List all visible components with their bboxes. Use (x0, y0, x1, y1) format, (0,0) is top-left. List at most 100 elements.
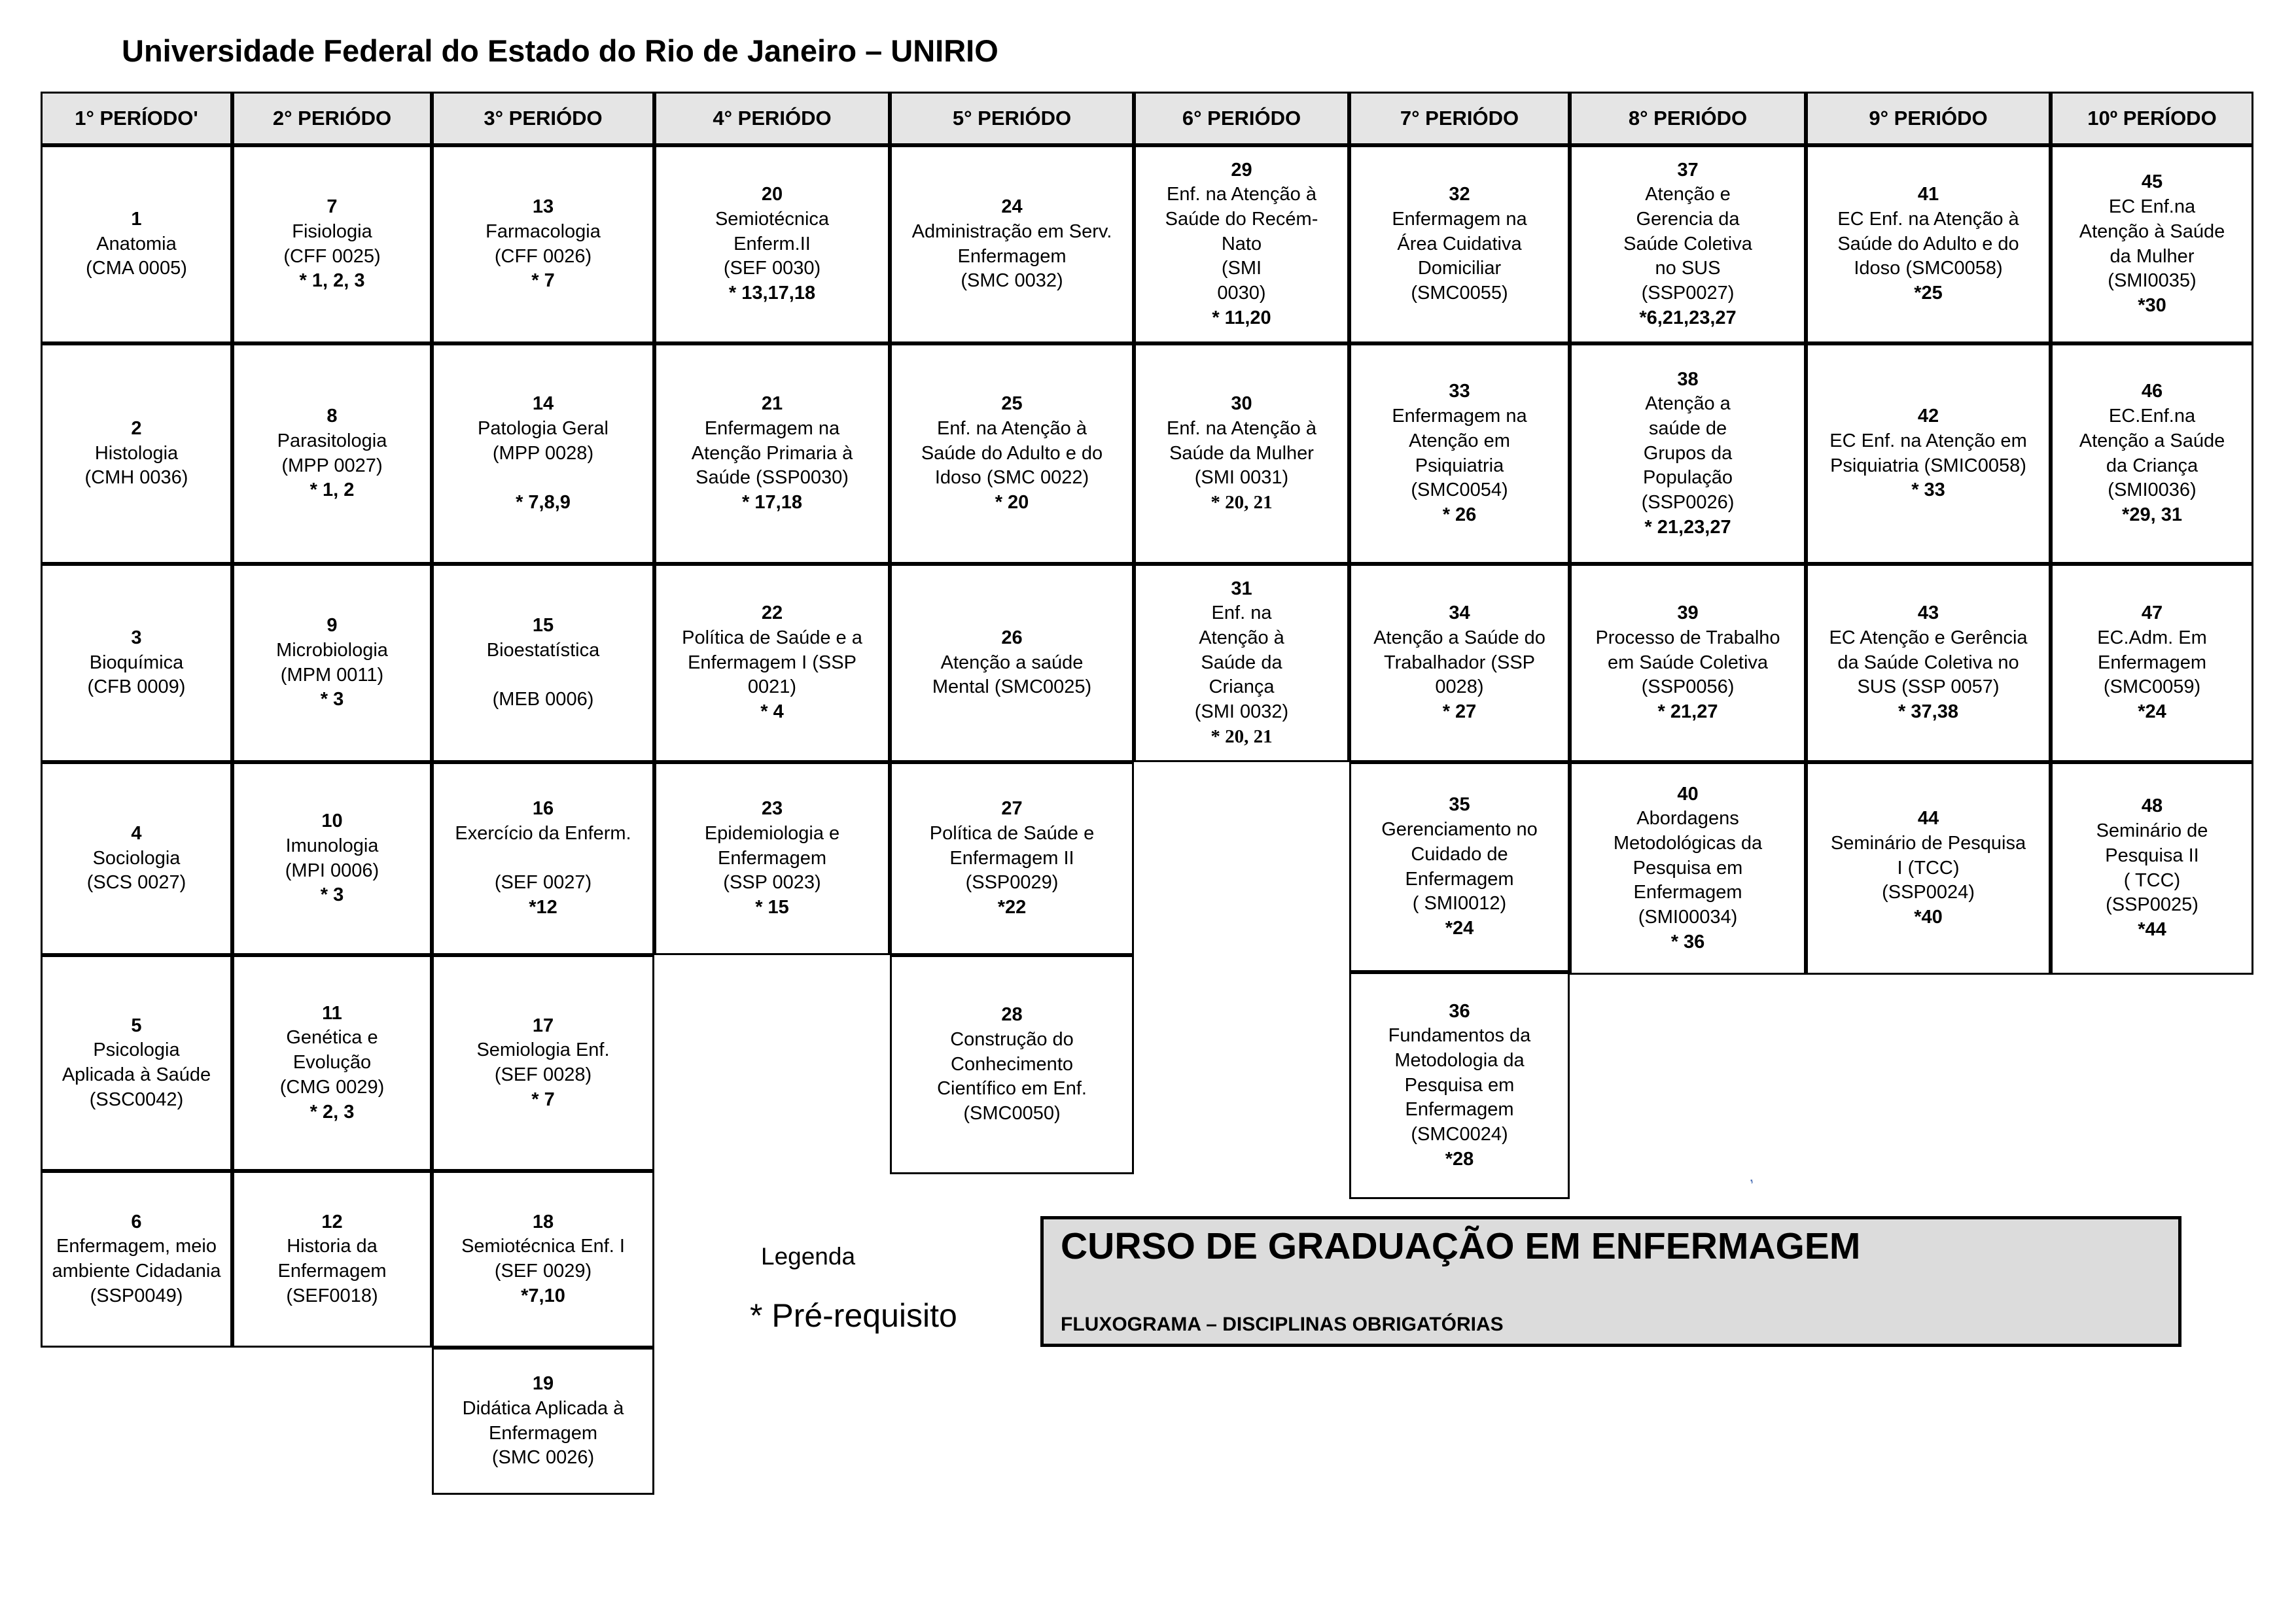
course-line: (SMC 0032) (961, 270, 1063, 292)
course-cell-34: 34 Atenção a Saúde do Trabalhador (SSP 0028… (1349, 564, 1570, 762)
course-line: Enfermagem, meio (56, 1236, 217, 1257)
course-number: 34 (1449, 602, 1470, 624)
course-prerequisite: * 3 (320, 689, 344, 710)
course-line: Semiologia Enf. (476, 1039, 610, 1061)
course-line: Pesquisa em (1404, 1074, 1515, 1096)
course-line: (SMI0036) (2108, 480, 2197, 501)
course-line: Evolução (292, 1052, 372, 1073)
course-line: (SSP0027) (1641, 283, 1735, 304)
course-line: Mental (SMC0025) (932, 676, 1092, 698)
course-cell-26: 26 Atenção a saúde Mental (SMC0025) (890, 564, 1134, 762)
course-number: 2 (131, 417, 142, 439)
course-prerequisite: *6,21,23,27 (1639, 307, 1737, 328)
course-line: Enfermagem na (1392, 208, 1527, 230)
course-prerequisite: * 20, 21 (1210, 492, 1273, 514)
course-cell-18: 18 Semiotécnica Enf. I (SEF 0029) *7,10 (432, 1171, 654, 1348)
course-line: da Criança (2106, 455, 2199, 476)
course-prerequisite: * 27 (1442, 701, 1477, 723)
course-line: (SEF 0030) (723, 258, 821, 279)
course-line: (SSP0024) (1882, 882, 1975, 903)
course-prerequisite: *25 (1914, 283, 1943, 304)
course-line: Atenção a Saúde (2079, 430, 2225, 451)
course-cell-13: 13 Farmacologia (CFF 0026) * 7 (432, 145, 654, 343)
period-column-7: 7° PERIÓDO 32 Enfermagem na Área Cuidativa D… (1349, 92, 1570, 1199)
course-cell-32: 32 Enfermagem na Área Cuidativa Domiciliar (… (1349, 145, 1570, 343)
course-line: Enfermagem na (704, 417, 840, 439)
course-line: (CFF 0025) (283, 245, 381, 267)
course-line: Saúde da Mulher (1169, 442, 1314, 464)
course-line: (SEF0018) (286, 1285, 378, 1306)
course-line: Pesquisa II (2105, 845, 2199, 866)
course-cell-12: 12 Historia da Enfermagem (SEF0018) (232, 1171, 432, 1348)
course-prerequisite: * 7,8,9 (516, 492, 571, 514)
course-line: Abordagens (1636, 808, 1739, 829)
period-column-6: 6° PERIÓDO 29 Enf. na Atenção à Saúde do Re… (1134, 92, 1349, 762)
course-line: (SMI00034) (1638, 907, 1738, 928)
course-cell-29: 29 Enf. na Atenção à Saúde do Recém- Nato (S… (1134, 145, 1349, 343)
course-cell-39: 39 Processo de Trabalho em Saúde Coletiva (… (1570, 564, 1806, 762)
course-prerequisite: * 7 (531, 1089, 555, 1110)
course-line: Semiotécnica Enf. I (461, 1236, 625, 1257)
course-cell-27: 27 Política de Saúde e Enfermagem II (SSP00… (890, 762, 1134, 955)
course-number: 36 (1449, 1000, 1470, 1022)
course-number: 42 (1917, 406, 1939, 427)
course-prerequisite: * 21,27 (1657, 701, 1718, 723)
course-prerequisite: *24 (2138, 701, 2166, 723)
course-prerequisite: *30 (2138, 294, 2166, 316)
course-line: SUS (SSP 0057) (1857, 676, 2000, 698)
course-number: 33 (1449, 381, 1470, 402)
course-number: 24 (1001, 196, 1023, 218)
course-line: (SSC0042) (89, 1089, 184, 1110)
course-line: Saúde (SSP0030) (696, 467, 849, 489)
course-cell-31: 31 Enf. na Atenção à Saúde da Criança (SMI 00… (1134, 564, 1349, 762)
course-line: Saúde Coletiva (1623, 233, 1752, 254)
course-line: (SMC0059) (2103, 676, 2201, 698)
course-number: 21 (761, 393, 783, 415)
course-line: Psiquiatria (1415, 455, 1504, 476)
course-cell-1: 1 Anatomia (CMA 0005) (41, 145, 232, 343)
course-line: Seminário de (2096, 820, 2208, 842)
course-line: Idoso (SMC0058) (1854, 258, 2003, 279)
course-line: EC.Adm. Em (2097, 627, 2207, 648)
course-line: Pesquisa em (1633, 857, 1743, 879)
course-cell-7: 7 Fisiologia (CFF 0025) * 1, 2, 3 (232, 145, 432, 343)
course-line: da Mulher (2110, 245, 2195, 267)
course-prerequisite: * 15 (755, 897, 789, 918)
course-line: (SSP0029) (965, 872, 1059, 894)
course-line: Atenção e (1645, 184, 1731, 205)
course-cell-30: 30 Enf. na Atenção à Saúde da Mulher (SMI 0… (1134, 343, 1349, 564)
course-line: (SSP0056) (1641, 676, 1735, 698)
course-cell-25: 25 Enf. na Atenção à Saúde do Adulto e do I… (890, 343, 1134, 564)
course-number: 7 (327, 196, 338, 218)
period-header-6: 6° PERIÓDO (1134, 92, 1349, 145)
period-column-5: 5° PERIÓDO 24 Administração em Serv. Enferm… (890, 92, 1134, 1174)
course-line: (SMC0054) (1411, 480, 1508, 501)
period-header-8: 8° PERIÓDO (1570, 92, 1806, 145)
course-line: Enf. na (1211, 602, 1272, 624)
course-line: saúde de (1648, 417, 1727, 439)
course-line: Semiotécnica (715, 208, 830, 230)
course-number: 14 (532, 393, 554, 415)
course-number: 30 (1231, 393, 1252, 415)
course-line: Enfermagem (277, 1261, 387, 1282)
course-number: 9 (327, 615, 338, 637)
course-number: 17 (532, 1015, 554, 1036)
course-line: ( SMI0012) (1412, 893, 1507, 915)
course-line: (SSP0025) (2106, 894, 2199, 916)
course-line: Enfermagem (1405, 868, 1514, 890)
period-column-4: 4° PERIÓDO 20 Semiotécnica Enferm.II (SEF 00… (654, 92, 890, 955)
period-header-1: 1° PERÍODO' (41, 92, 232, 145)
course-line: Bioestatística (486, 639, 600, 661)
course-prerequisite: * 7 (531, 270, 555, 292)
course-info-box: CURSO DE GRADUAÇÃO EM ENFERMAGEM FLUXOGR… (1040, 1216, 2181, 1347)
course-line: Criança (1209, 676, 1275, 698)
course-line: (SEF 0028) (494, 1064, 592, 1085)
course-line: Construção do (950, 1028, 1074, 1050)
course-line: (CMH 0036) (84, 467, 188, 489)
course-prerequisite: * 36 (1670, 931, 1705, 952)
course-cell-9: 9 Microbiologia (MPM 0011) * 3 (232, 564, 432, 762)
course-number: 25 (1001, 393, 1023, 415)
course-line: Psicologia (93, 1039, 180, 1061)
course-number: 16 (532, 798, 554, 820)
course-number: 12 (321, 1211, 343, 1232)
